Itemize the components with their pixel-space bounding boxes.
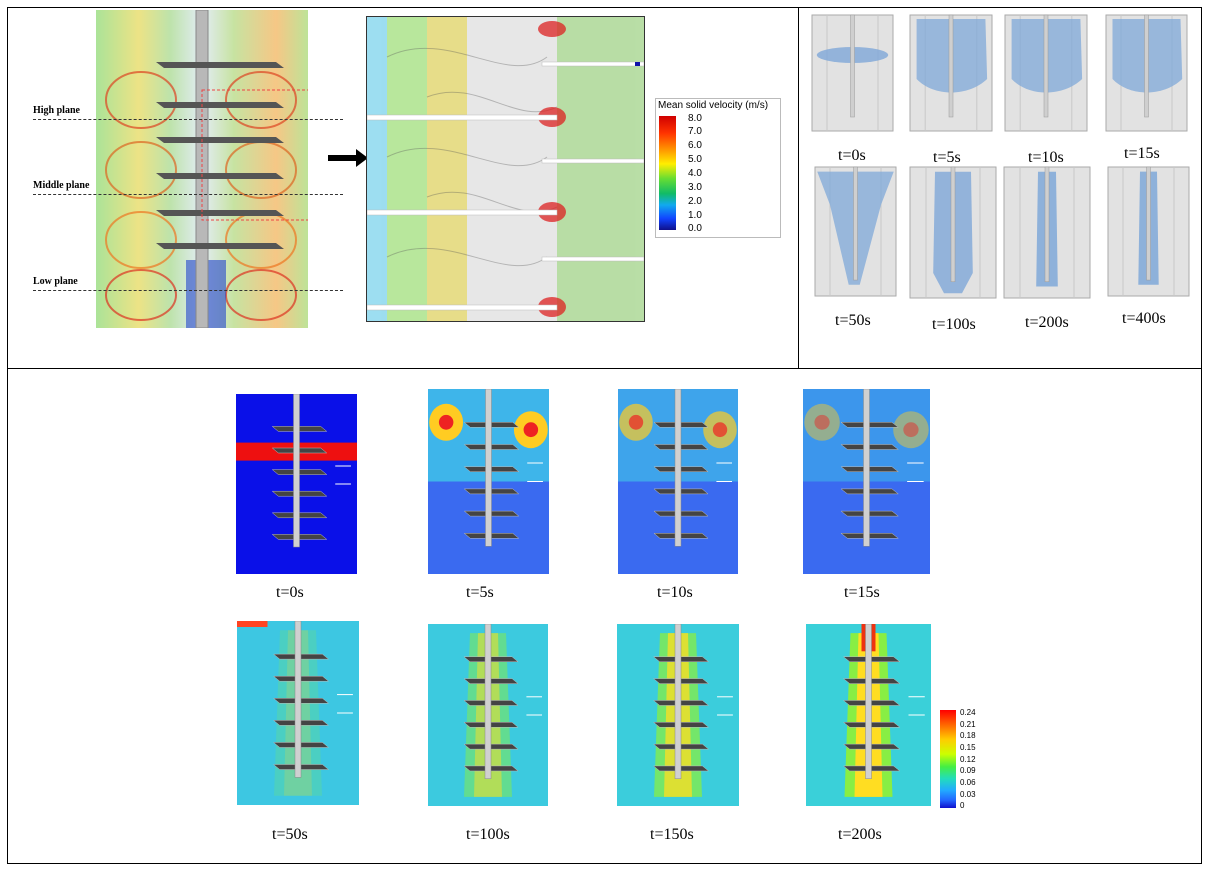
concentration-tick: 0.24 [960,708,976,717]
velocity-tick: 2.0 [688,196,702,207]
concentration-contour-panel [428,389,549,574]
contour-time-label: t=100s [466,826,510,843]
vector-field-zoom [366,16,645,322]
velocity-tick: 0.0 [688,223,702,234]
velocity-colorbar [659,116,676,230]
velocity-tick: 7.0 [688,126,702,137]
iso-time-label: t=15s [1124,145,1160,162]
iso-time-label: t=0s [838,147,866,164]
middle-plane-line [33,194,343,195]
isosurface-panel [813,165,898,298]
contour-time-label: t=0s [276,584,304,601]
contour-time-label: t=10s [657,584,693,601]
iso-time-label: t=400s [1122,310,1166,327]
iso-time-label: t=50s [835,312,871,329]
bottom-cell [7,368,1202,864]
velocity-tick: 1.0 [688,210,702,221]
concentration-tick: 0.03 [960,790,976,799]
concentration-contour-panel [806,624,931,806]
iso-time-label: t=100s [932,316,976,333]
contour-time-label: t=50s [272,826,308,843]
concentration-tick: 0.15 [960,743,976,752]
contour-time-label: t=200s [838,826,882,843]
vector-field-full [96,10,308,328]
concentration-tick: 0.21 [960,720,976,729]
velocity-legend-title: Mean solid velocity (m/s) [658,100,769,111]
concentration-contour-panel [617,624,739,806]
isosurface-panel [1002,165,1092,300]
velocity-tick: 5.0 [688,154,702,165]
isosurface-panel [1104,13,1189,133]
concentration-contour-panel [236,394,357,574]
isosurface-panel [1106,165,1191,298]
contour-time-label: t=15s [844,584,880,601]
velocity-tick: 3.0 [688,182,702,193]
concentration-contour-panel [428,624,548,806]
high-plane-line [33,119,343,120]
concentration-colorbar [940,710,956,808]
iso-time-label: t=200s [1025,314,1069,331]
contour-time-label: t=150s [650,826,694,843]
isosurface-panel [1003,13,1089,133]
velocity-tick: 4.0 [688,168,702,179]
concentration-tick: 0.06 [960,778,976,787]
concentration-tick: 0.09 [960,766,976,775]
velocity-tick: 8.0 [688,113,702,124]
isosurface-panel [810,13,895,133]
velocity-tick: 6.0 [688,140,702,151]
isosurface-panel [908,13,994,133]
iso-time-label: t=5s [933,149,961,166]
middle-plane-label: Middle plane [33,180,90,191]
low-plane-label: Low plane [33,276,78,287]
right-arrow-icon [328,148,368,173]
iso-time-label: t=10s [1028,149,1064,166]
concentration-tick: 0.18 [960,731,976,740]
concentration-contour-panel [237,621,359,805]
low-plane-line [33,290,343,291]
concentration-tick: 0.12 [960,755,976,764]
concentration-contour-panel [618,389,738,574]
high-plane-label: High plane [33,105,80,116]
contour-time-label: t=5s [466,584,494,601]
velocity-legend [655,98,781,238]
concentration-contour-panel [803,389,930,574]
isosurface-panel [908,165,998,300]
concentration-tick: 0 [960,801,965,810]
